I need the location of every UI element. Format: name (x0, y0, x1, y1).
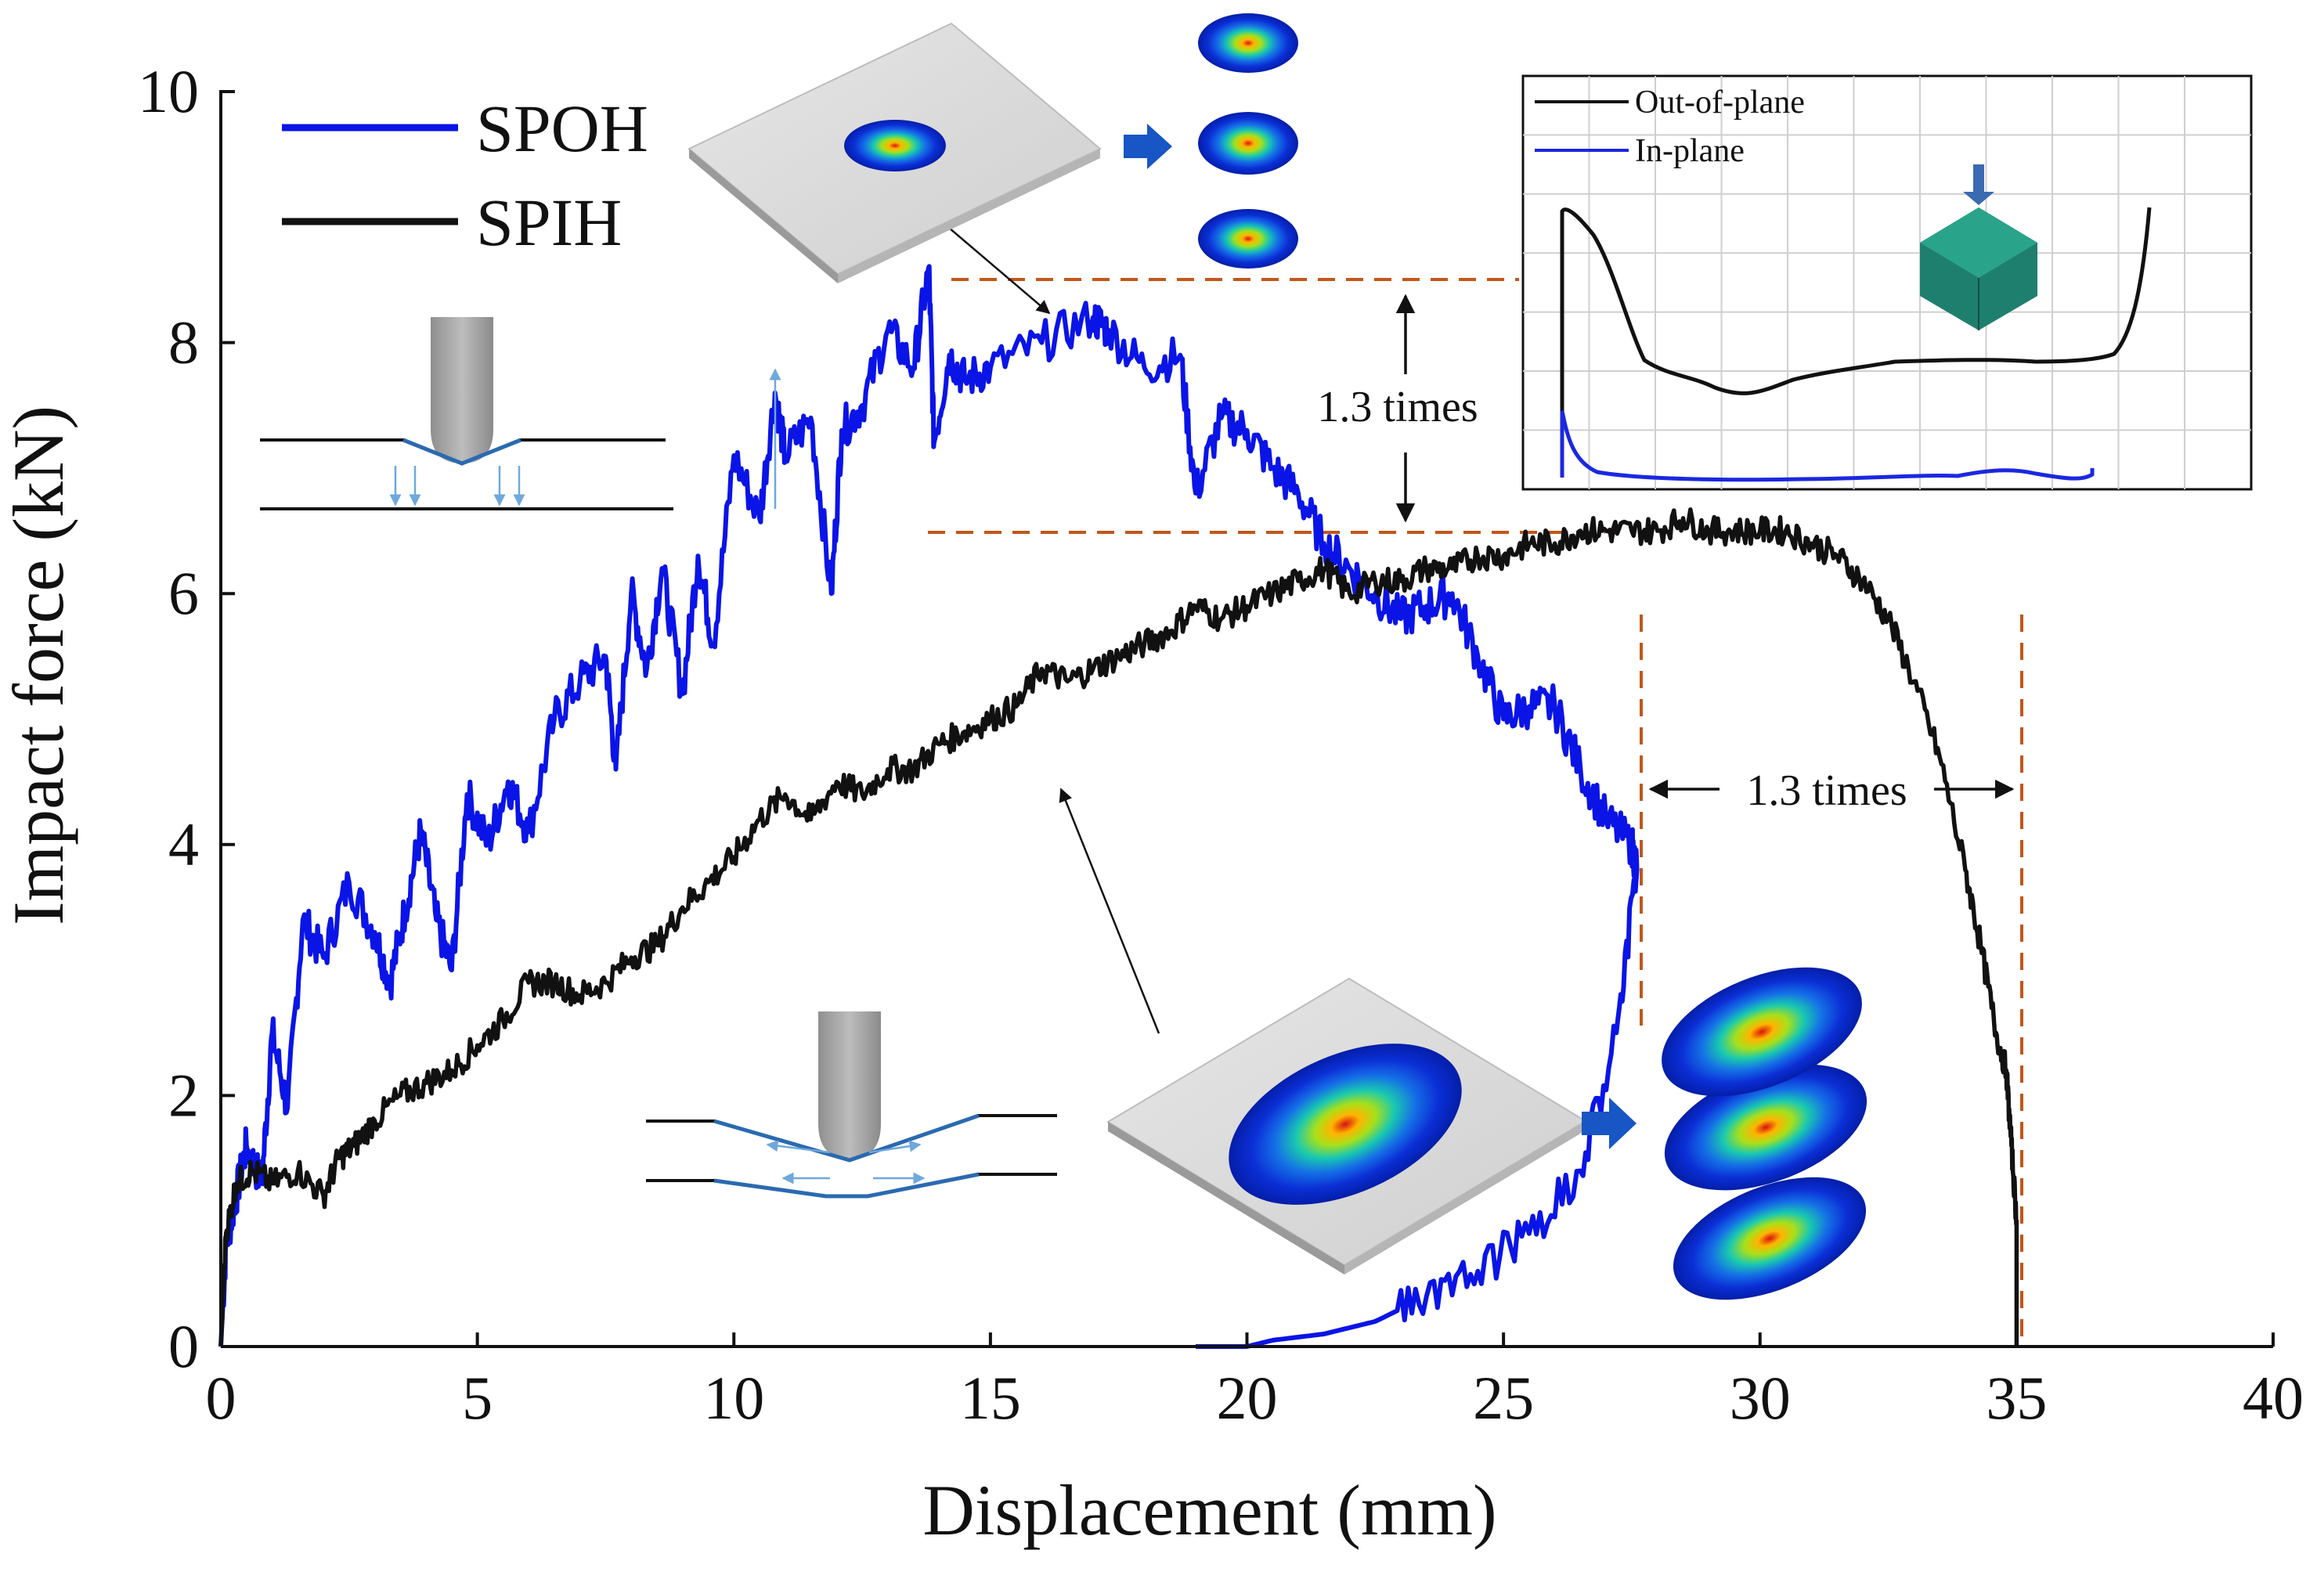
spoh-layer-arrow (1124, 124, 1172, 169)
x-tick-label: 10 (703, 1364, 764, 1432)
x-tick-label: 25 (1473, 1364, 1534, 1432)
inset-line-out-of-plane (1560, 207, 2152, 478)
annotation-displacement-ratio-label: 1.3 times (1746, 766, 1907, 815)
inset-honeycomb-illustration (1920, 164, 2037, 330)
spih-damage-layers (1662, 967, 1868, 1300)
x-tick-label: 0 (206, 1364, 236, 1432)
x-tick-label: 5 (462, 1364, 493, 1432)
y-tick-label: 4 (168, 810, 199, 878)
x-axis-title: Displacement (mm) (922, 1470, 1496, 1550)
inset-line-in-plane (1560, 410, 2095, 482)
y-axis-title: Impact force (kN) (0, 406, 78, 925)
y-tick-label: 2 (168, 1061, 199, 1129)
y-tick-label: 0 (168, 1312, 199, 1380)
series-line-spoh (218, 264, 1640, 1349)
plot-area (218, 264, 2019, 1349)
spoh-damage-plate-illustration (687, 22, 1102, 283)
spih-damage-plate-illustration (1106, 977, 1587, 1275)
pointer-arrow-spih (1059, 788, 1160, 1034)
inset-frame (1521, 74, 2253, 491)
reference-dashed-lines (928, 278, 2023, 1347)
inset-chart: Out-of-plane In-plane (1521, 74, 2253, 491)
x-tick-label: 15 (960, 1364, 1021, 1432)
inset-legend-label-in-plane: In-plane (1635, 133, 1745, 169)
x-tick-label: 40 (2243, 1364, 2304, 1432)
y-tick-label: 8 (168, 308, 199, 377)
out-of-plane-schematic (260, 317, 781, 510)
annotation-displacement-ratio: 1.3 times (1648, 766, 2015, 815)
annotation-peak-ratio-label: 1.3 times (1317, 383, 1478, 431)
spoh-damage-layers (1198, 13, 1298, 269)
inset-legend-label-out-of-plane: Out-of-plane (1635, 85, 1805, 121)
legend: SPOH SPIH (282, 91, 648, 260)
annotation-peak-ratio: 1.3 times (1317, 294, 1478, 523)
legend-label-spoh: SPOH (476, 91, 648, 166)
axes: 0 5 10 15 20 25 30 35 40 0 2 4 6 8 10 (138, 57, 2304, 1432)
legend-label-spih: SPIH (476, 185, 622, 260)
spih-layer-arrow (1582, 1098, 1637, 1149)
x-tick-label: 20 (1217, 1364, 1278, 1432)
x-tick-label: 30 (1730, 1364, 1791, 1432)
y-tick-label: 6 (168, 559, 199, 627)
y-tick-label: 10 (138, 57, 199, 125)
x-tick-label: 35 (1986, 1364, 2047, 1432)
series-line-spih (218, 507, 2019, 1347)
in-plane-schematic (646, 1011, 1057, 1199)
